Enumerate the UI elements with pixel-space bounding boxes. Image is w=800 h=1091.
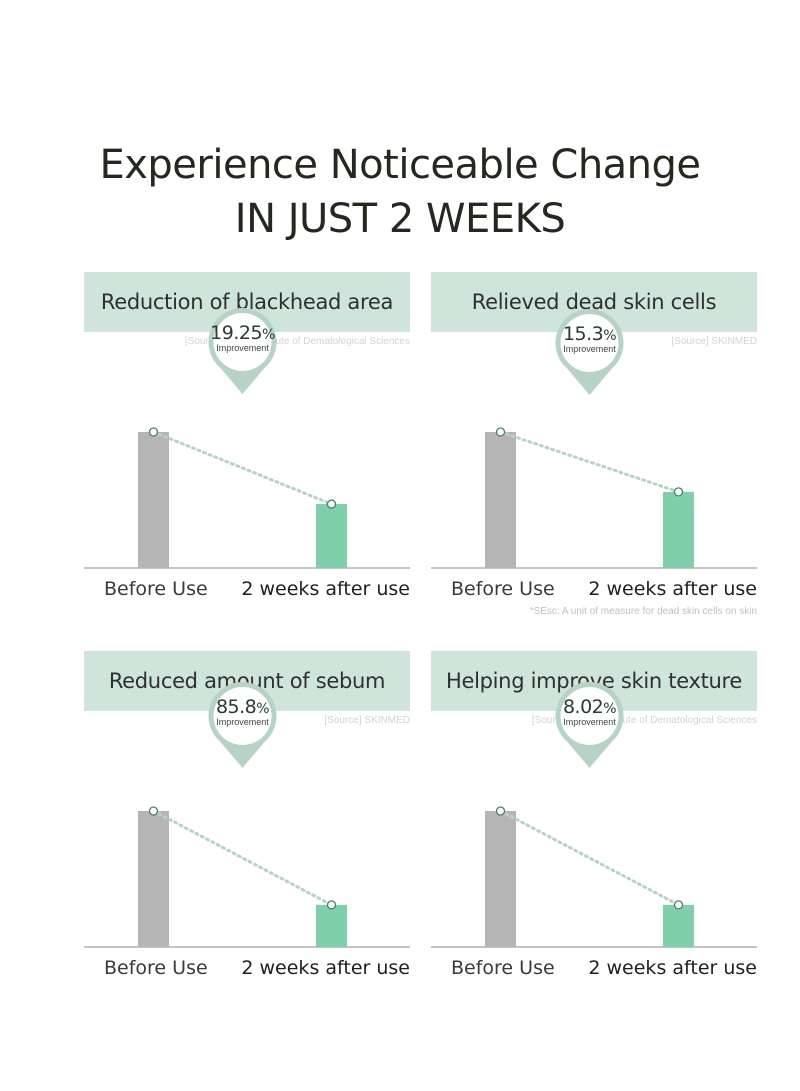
bar-before-use <box>138 811 169 947</box>
marker-before-use <box>495 427 506 437</box>
x-tick-label-after: 2 weeks after use <box>241 957 410 979</box>
improvement-value: 8.02% <box>562 696 617 718</box>
callout-inner <box>560 687 619 745</box>
x-tick-label-after: 2 weeks after use <box>588 578 757 600</box>
marker-before-use <box>495 806 506 816</box>
bar-before-use <box>485 811 516 947</box>
improvement-value: 85.8% <box>215 696 270 718</box>
bar-chart <box>431 309 757 569</box>
improvement-callout: 85.8% Improvement <box>203 696 283 727</box>
chart-panel-skin-texture: Helping improve skin texture [Source] Ko… <box>431 651 757 991</box>
marker-before-use <box>148 806 159 816</box>
bar-after-use <box>663 491 694 568</box>
improvement-callout: 15.3% Improvement <box>550 323 630 354</box>
page-title-line2: IN JUST 2 WEEKS <box>234 196 566 242</box>
marker-after-use <box>673 487 684 497</box>
improvement-callout: 8.02% Improvement <box>550 696 630 727</box>
improvement-value: 19.25% <box>210 322 275 344</box>
chart-panel-sebum: Reduced amount of sebum [Source] SKINMED… <box>84 651 410 991</box>
trend-connector-line <box>152 809 333 907</box>
bar-after-use <box>316 504 347 568</box>
bar-before-use <box>485 432 516 568</box>
x-tick-label-after: 2 weeks after use <box>241 578 410 600</box>
bar-chart <box>84 682 410 948</box>
bar-after-use <box>663 904 694 947</box>
chart-panel-blackhead: Reduction of blackhead area [Source] Kor… <box>84 272 410 612</box>
callout-pointer <box>220 742 265 768</box>
x-tick-label-before: Before Use <box>451 957 555 979</box>
x-tick-label-before: Before Use <box>104 578 208 600</box>
callout-inner <box>213 687 272 745</box>
page-title-line1: Experience Noticeable Change <box>99 142 701 188</box>
callout-inner <box>560 314 619 372</box>
x-tick-label-after: 2 weeks after use <box>588 957 757 979</box>
chart-source: [Source] SKINMED <box>671 336 757 347</box>
trend-connector-line <box>499 809 680 907</box>
improvement-label: Improvement <box>563 344 616 354</box>
chart-footnote: *SEsc: A unit of measure for dead skin c… <box>529 606 757 617</box>
marker-after-use <box>326 900 337 910</box>
improvement-callout: 19.25% Improvement <box>203 322 283 353</box>
bar-before-use <box>138 432 169 568</box>
bar-chart <box>84 308 410 569</box>
improvement-label: Improvement <box>216 717 269 727</box>
chart-panel-dead-skin: Relieved dead skin cells [Source] SKINME… <box>431 272 757 617</box>
improvement-label: Improvement <box>563 717 616 727</box>
trend-connector-line <box>152 430 333 506</box>
chart-source: [Source] Korea Institute of Dematologica… <box>184 336 410 347</box>
marker-after-use <box>673 900 684 910</box>
bar-chart <box>431 682 757 948</box>
chart-source: [Source] SKINMED <box>324 715 410 726</box>
callout-pointer <box>220 368 265 394</box>
chart-source: [Source] Korea Institute of Dematologica… <box>531 715 757 726</box>
callout-pointer <box>567 369 612 395</box>
marker-before-use <box>148 427 159 437</box>
callout-inner <box>213 313 272 371</box>
marker-after-use <box>326 499 337 509</box>
improvement-value: 15.3% <box>562 323 617 345</box>
callout-pointer <box>567 742 612 768</box>
x-tick-label-before: Before Use <box>451 578 555 600</box>
improvement-label: Improvement <box>216 343 269 353</box>
trend-connector-line <box>499 430 680 494</box>
bar-after-use <box>316 904 347 947</box>
x-tick-label-before: Before Use <box>104 957 208 979</box>
